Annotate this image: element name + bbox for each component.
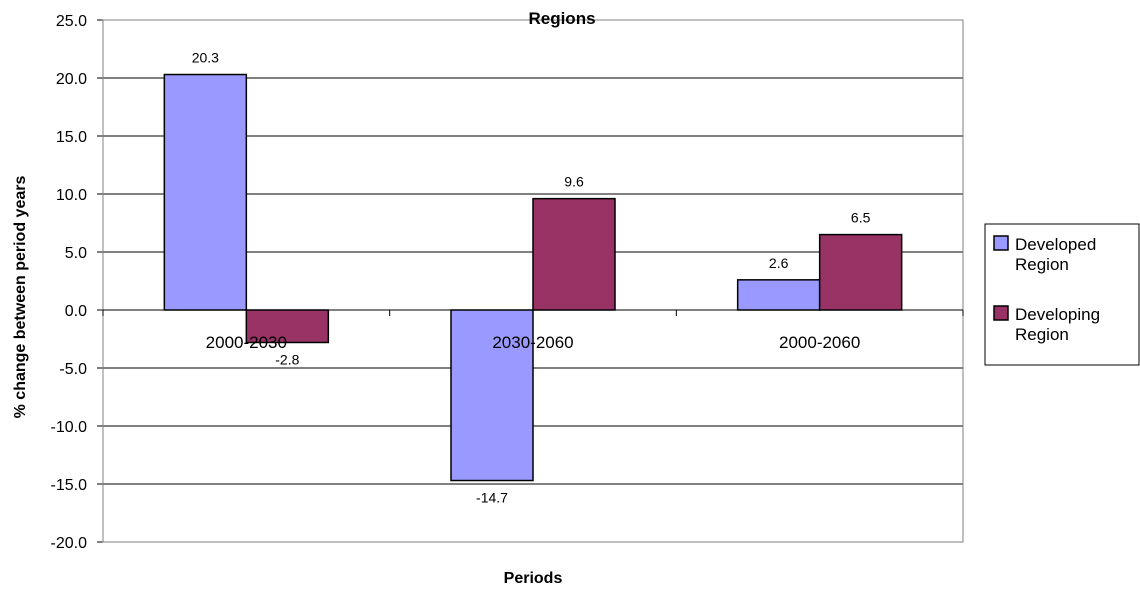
legend-label: Developed <box>1015 235 1096 254</box>
bar <box>450 309 534 482</box>
data-labels: 20.3 -2.8 -14.7 9.6 2.6 6.5 <box>192 50 871 506</box>
zero-axis-layer <box>102 309 964 316</box>
y-tick-label: 20.0 <box>56 71 87 88</box>
y-tick-label: -20.0 <box>51 535 88 552</box>
data-label: 9.6 <box>564 174 584 190</box>
y-tick-label: 25.0 <box>56 13 87 30</box>
bar <box>818 233 903 311</box>
data-label: -2.8 <box>275 351 299 367</box>
chart-title: Regions <box>528 9 595 28</box>
legend-label: Region <box>1015 325 1069 344</box>
data-label: -14.7 <box>476 490 508 506</box>
y-tick-label: -5.0 <box>59 361 87 378</box>
legend-swatch <box>993 305 1009 321</box>
y-tick-label: 5.0 <box>65 245 87 262</box>
x-tick-label: 2030-2060 <box>492 333 573 352</box>
x-axis-title: Periods <box>504 570 563 587</box>
y-tick-label: 15.0 <box>56 129 87 146</box>
category-labels: 2000-2030 2030-2060 2000-2060 <box>206 333 861 352</box>
y-tick-label: -10.0 <box>51 419 88 436</box>
y-tick-label: -15.0 <box>51 477 88 494</box>
x-tick-label: 2000-2060 <box>779 333 860 352</box>
bar <box>245 309 330 344</box>
legend-label: Developing <box>1015 305 1100 324</box>
legend-label: Region <box>1015 255 1069 274</box>
plot-area-frame <box>102 19 964 543</box>
y-tick-label: 0.0 <box>65 303 87 320</box>
legend-box <box>984 223 1140 366</box>
bar <box>163 73 248 311</box>
data-label: 20.3 <box>192 50 219 66</box>
bars-layer <box>163 73 903 482</box>
bar <box>736 279 821 311</box>
y-tick-labels: 25.0 20.0 15.0 10.0 5.0 0.0 -5.0 -10.0 -15.0 -20.… <box>51 13 88 552</box>
x-tick-label: 2000-2030 <box>206 333 287 352</box>
y-tick-label: 10.0 <box>56 187 87 204</box>
bar <box>532 197 616 311</box>
y-axis-title: % change between period years <box>12 176 29 419</box>
data-label: 6.5 <box>851 210 871 226</box>
legend-swatch <box>993 235 1009 251</box>
data-label: 2.6 <box>769 255 789 271</box>
